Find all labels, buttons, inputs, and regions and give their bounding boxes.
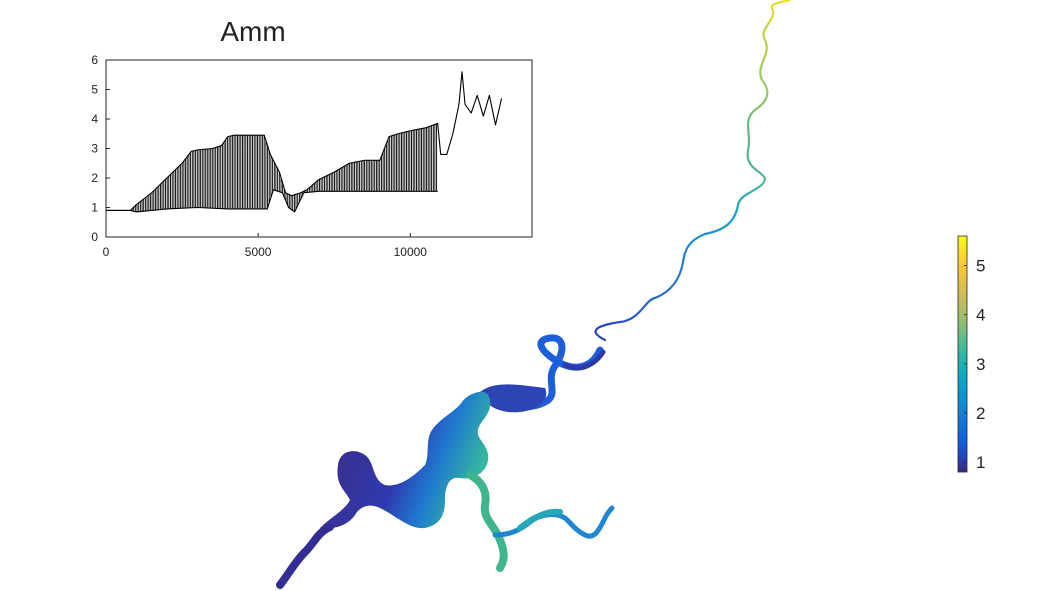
river-mouth-lobe	[480, 384, 547, 413]
y-tick-label: 3	[91, 142, 98, 156]
x-tick-label: 0	[103, 245, 110, 259]
y-axis: 0 1 2 3 4 5 6	[91, 53, 110, 244]
lower-channel	[276, 523, 334, 589]
middle-river-meander-dark	[562, 349, 606, 371]
y-tick-label: 0	[91, 230, 98, 244]
colorbar-tick-label: 5	[976, 257, 985, 276]
bay-body	[320, 391, 491, 529]
colorbar-tick-label: 1	[976, 453, 985, 472]
y-tick-label: 5	[91, 83, 98, 97]
x-tick-label: 10000	[394, 245, 428, 259]
x-axis: 0 5000 10000	[103, 233, 428, 259]
chart-title: Amm	[220, 16, 285, 47]
tributary-main	[466, 471, 508, 572]
x-tick-label: 5000	[245, 245, 272, 259]
colorbar-tick-label: 4	[976, 306, 985, 325]
y-tick-label: 2	[91, 171, 98, 185]
colorbar: 1 2 3 4 5	[957, 235, 985, 473]
series-upper-envelope	[106, 71, 503, 211]
plot-area	[105, 59, 533, 238]
colorbar-tick-label: 3	[976, 355, 985, 374]
colorbar-tick-label: 2	[976, 404, 985, 423]
y-tick-label: 1	[91, 201, 98, 215]
series-layer	[106, 71, 503, 213]
y-tick-label: 6	[91, 53, 98, 67]
colorbar-gradient	[957, 235, 968, 473]
estuary-map	[276, 0, 792, 589]
upper-river-channel	[594, 0, 792, 342]
y-tick-label: 4	[91, 112, 98, 126]
tributary-east-upper	[517, 508, 563, 531]
colorbar-ticks: 1 2 3 4 5	[964, 257, 985, 472]
series-oscillation-band	[131, 123, 438, 212]
inset-line-chart: Amm 0 5000 10000 0 1 2 3 4 5 6	[91, 16, 533, 259]
